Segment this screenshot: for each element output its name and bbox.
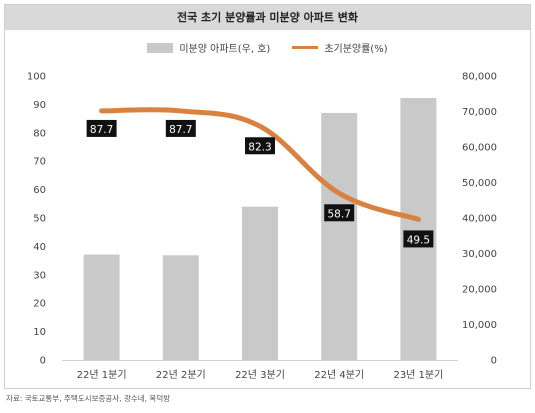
y-right-tick-label: 30,000	[462, 249, 497, 260]
data-label: 49.5	[407, 234, 430, 246]
legend-swatch-line	[292, 46, 319, 49]
data-label: 58.7	[328, 208, 351, 220]
y-left-tick-label: 10	[33, 327, 46, 338]
y-right-tick-label: 70,000	[462, 107, 497, 118]
data-label-box	[165, 119, 196, 137]
x-tick-label: 23년 1분기	[393, 369, 443, 381]
legend-label-line: 초기분양률(%)	[324, 44, 388, 55]
data-label-box	[86, 119, 117, 137]
data-label: 87.7	[169, 124, 192, 136]
y-left-tick-label: 70	[33, 157, 46, 168]
legend-item-bars: 미분양 아파트(우, 호)	[147, 40, 270, 55]
chart-title-bar: 전국 초기 분양률과 미분양 아파트 변화	[4, 4, 531, 30]
y-right-tick-label: 40,000	[462, 214, 497, 225]
bar	[242, 206, 278, 360]
x-tick-label: 22년 3분기	[235, 369, 285, 381]
y-right-tick-label: 20,000	[462, 285, 497, 296]
y-left-tick-label: 30	[33, 270, 46, 281]
y-left-tick-label: 90	[33, 100, 46, 111]
y-right-tick-label: 60,000	[462, 143, 497, 154]
data-label-box	[324, 204, 355, 222]
data-label: 87.7	[90, 124, 113, 136]
y-left-tick-label: 20	[33, 299, 46, 310]
bar	[162, 255, 199, 360]
data-label-box	[403, 230, 434, 248]
data-label: 82.3	[248, 141, 271, 153]
x-tick-label: 22년 1분기	[77, 369, 127, 381]
y-left-tick-label: 60	[33, 185, 46, 196]
bar	[83, 254, 120, 360]
chart-legend: 미분양 아파트(우, 호) 초기분양률(%)	[0, 40, 535, 55]
x-tick-label: 22년 4분기	[314, 369, 364, 381]
x-tick-label: 22년 2분기	[156, 369, 206, 381]
y-right-tick-label: 80,000	[462, 72, 497, 83]
chart-title: 전국 초기 분양률과 미분양 아파트 변화	[176, 11, 359, 24]
bar	[400, 98, 437, 360]
source-note: 자료: 국토교통부, 주택도시보증공사, 광수네, 복덕방	[6, 394, 171, 403]
bar	[321, 112, 358, 360]
y-left-tick-label: 40	[33, 242, 46, 253]
legend-label-bars: 미분양 아파트(우, 호)	[179, 44, 271, 55]
y-left-tick-label: 80	[33, 128, 46, 139]
series-line	[99, 107, 421, 222]
y-left-tick-label: 50	[33, 214, 46, 225]
legend-swatch-bars	[147, 42, 174, 53]
y-right-tick-label: 0	[491, 356, 497, 367]
y-right-tick-label: 50,000	[462, 178, 497, 189]
data-label-box	[245, 137, 275, 155]
legend-item-line: 초기분양률(%)	[292, 40, 388, 55]
y-right-tick-label: 10,000	[462, 320, 497, 331]
y-left-tick-label: 100	[27, 72, 46, 83]
y-left-tick-label: 0	[40, 356, 46, 367]
